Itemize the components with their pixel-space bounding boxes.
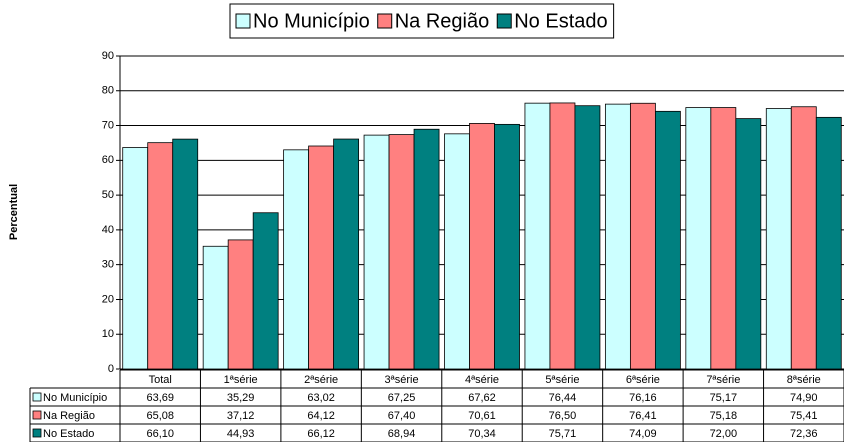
x-tick-label: 8ªsérie	[787, 374, 821, 386]
bar	[413, 128, 440, 370]
bar	[227, 239, 254, 370]
data-label: 75,18	[710, 410, 738, 422]
y-tick-label: 90	[102, 50, 114, 62]
data-label: 35,29	[227, 392, 255, 404]
bar	[308, 145, 335, 370]
bar	[790, 106, 817, 370]
x-tick-label: 7ªsérie	[706, 374, 740, 386]
bar	[604, 103, 631, 370]
data-label: 44,93	[227, 428, 255, 440]
data-label: 75,17	[710, 392, 738, 404]
bar	[333, 138, 360, 370]
y-tick-label: 50	[102, 189, 114, 201]
x-tick-label: 5ªsérie	[545, 374, 579, 386]
x-tick-label: 6ªsérie	[626, 374, 660, 386]
data-label: 75,41	[790, 410, 818, 422]
data-label: 75,71	[549, 428, 577, 440]
legend-key	[32, 392, 42, 402]
bar	[549, 102, 576, 370]
y-tick-label: 20	[102, 293, 114, 305]
bar	[685, 107, 712, 370]
data-label: 74,09	[629, 428, 657, 440]
data-label: 76,44	[549, 392, 577, 404]
data-label: 63,02	[307, 392, 335, 404]
data-label: 76,16	[629, 392, 657, 404]
data-label: 76,41	[629, 410, 657, 422]
y-tick-label: 70	[102, 119, 114, 131]
x-tick-label: 4ªsérie	[465, 374, 499, 386]
data-label: 66,12	[307, 428, 335, 440]
y-tick-label: 80	[102, 85, 114, 97]
x-tick-label: 1ªsérie	[224, 374, 258, 386]
bar	[283, 149, 310, 370]
y-tick-label: 0	[108, 363, 114, 375]
data-label: 76,50	[549, 410, 577, 422]
data-label: 67,40	[388, 410, 416, 422]
data-label: 64,12	[307, 410, 335, 422]
table-row-label: No Estado	[43, 428, 94, 440]
x-tick-label: Total	[149, 374, 172, 386]
bar	[444, 133, 470, 370]
data-label: 63,69	[146, 392, 174, 404]
y-tick-label: 60	[102, 154, 114, 166]
y-tick-label: 10	[102, 328, 114, 340]
bar	[629, 102, 656, 370]
table-labels: No Município Na Região No Estado	[43, 392, 107, 440]
table-row-label: No Município	[43, 392, 107, 404]
data-label: 70,34	[468, 428, 496, 440]
data-label: 72,00	[710, 428, 738, 440]
bar	[388, 134, 415, 370]
legend-box	[229, 3, 615, 39]
bar	[147, 142, 174, 370]
bar	[363, 134, 390, 370]
bar	[172, 138, 199, 370]
data-label: 67,62	[468, 392, 496, 404]
bar	[710, 107, 737, 370]
data-label: 72,36	[790, 428, 818, 440]
data-label: 68,94	[388, 428, 416, 440]
bar	[524, 102, 551, 370]
bar	[574, 105, 601, 370]
data-label: 70,61	[468, 410, 496, 422]
data-label: 74,90	[790, 392, 818, 404]
bar	[202, 245, 229, 370]
legend-label: No Município	[253, 10, 370, 32]
legend-label: Na Região	[395, 10, 490, 32]
bar	[122, 147, 149, 370]
legend-marker	[235, 13, 251, 29]
table-row-label: Na Região	[43, 410, 95, 422]
data-label: 66,10	[146, 428, 174, 440]
x-tick-label: 3ªsérie	[385, 374, 419, 386]
bar	[469, 123, 495, 370]
y-axis-label: Percentual	[8, 184, 20, 240]
legend-label: No Estado	[514, 10, 607, 32]
legend-marker	[496, 13, 512, 29]
bar	[735, 118, 762, 370]
bar	[252, 212, 279, 370]
legend: No Município Na Região No Estado	[229, 3, 615, 39]
bar	[494, 123, 520, 370]
legend-key	[32, 410, 42, 420]
data-label: 37,12	[227, 410, 255, 422]
legend-key	[32, 428, 42, 438]
data-label: 65,08	[146, 410, 174, 422]
y-tick-label: 30	[102, 259, 114, 271]
x-tick-label: 2ªsérie	[304, 374, 338, 386]
bar	[815, 116, 842, 370]
legend-marker	[377, 13, 393, 29]
data-label: 67,25	[388, 392, 416, 404]
bar	[654, 110, 681, 370]
bar	[765, 108, 792, 370]
y-tick-label: 40	[102, 224, 114, 236]
